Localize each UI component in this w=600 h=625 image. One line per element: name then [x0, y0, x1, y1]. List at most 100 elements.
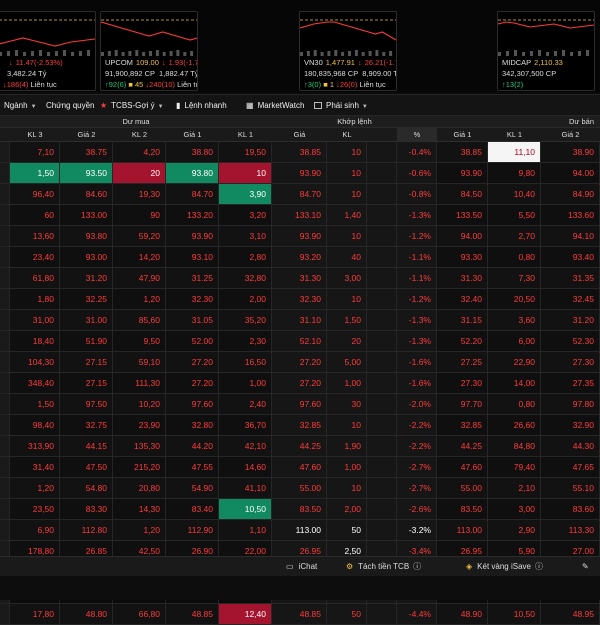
board-row[interactable]: 13,60 93.80 59,20 93.90 3,10 93.90 10 -1.2% 94.0…	[0, 226, 600, 247]
board-cell-11[interactable]: 20,50	[488, 289, 541, 309]
board-row[interactable]: 313,90 44.15 135,30 44.20 42,10 44.25 1,90 -2.2…	[0, 436, 600, 457]
board-cell-5[interactable]: 41,10	[219, 478, 272, 498]
board-cell-4[interactable]: 27.20	[166, 352, 219, 372]
board-cell-10[interactable]: 113.00	[437, 520, 488, 540]
board-cell-3[interactable]: 47,90	[113, 268, 166, 288]
col-header-8[interactable]	[367, 128, 397, 142]
board-cell-11[interactable]: 9,80	[488, 163, 541, 183]
board-cell-5[interactable]: 12,40	[219, 604, 272, 624]
board-row[interactable]: 6,90 112.80 1,20 112.90 1,10 113.00 50 -3.2% 113…	[0, 520, 600, 541]
board-cell-4[interactable]: 93.10	[166, 247, 219, 267]
board-cell-6[interactable]: 93.90	[272, 163, 327, 183]
board-cell-11[interactable]: 5,50	[488, 205, 541, 225]
board-cell-6[interactable]: 113.00	[272, 520, 327, 540]
board-cell-11[interactable]: 6,00	[488, 331, 541, 351]
board-cell-3[interactable]: 20,80	[113, 478, 166, 498]
board-cell-10[interactable]: 27.30	[437, 373, 488, 393]
board-cell-11[interactable]: 11,10	[488, 142, 541, 162]
board-cell-6[interactable]: 93.20	[272, 247, 327, 267]
board-cell-5[interactable]: 42,10	[219, 436, 272, 456]
board-cell-5[interactable]: 32,80	[219, 268, 272, 288]
tcbs-goi-y-dropdown[interactable]: ★ TCBS-Gợi ý ▼	[100, 95, 164, 117]
board-cell-2[interactable]: 97.50	[60, 394, 113, 414]
board-cell-3[interactable]: 66,80	[113, 604, 166, 624]
board-cell-2[interactable]: 38.75	[60, 142, 113, 162]
board-cell-12[interactable]: 94.00	[541, 163, 600, 183]
col-header-4[interactable]: Giá 1	[166, 128, 219, 142]
board-cell-11[interactable]: 2,10	[488, 478, 541, 498]
board-cell-6[interactable]: 84.70	[272, 184, 327, 204]
board-cell-11[interactable]: 22,90	[488, 352, 541, 372]
col-header-0[interactable]	[0, 128, 10, 142]
board-row[interactable]: 1,50 97.50 10,20 97.60 2,40 97.60 30 -2.0% 97.70…	[0, 394, 600, 415]
board-cell-11[interactable]: 84,80	[488, 436, 541, 456]
board-cell-12[interactable]: 133.60	[541, 205, 600, 225]
board-cell-11[interactable]: 2,70	[488, 226, 541, 246]
board-cell-4[interactable]: 31.05	[166, 310, 219, 330]
board-cell-4[interactable]: 38.80	[166, 142, 219, 162]
col-header-5[interactable]: KL 1	[219, 128, 272, 142]
ichat-button[interactable]: ▭ iChat	[286, 557, 317, 577]
board-row[interactable]: 104,30 27.15 59,10 27.20 16,50 27.20 5,00 -1.6%…	[0, 352, 600, 373]
board-cell-4[interactable]: 54.90	[166, 478, 219, 498]
board-cell-2[interactable]: 93.80	[60, 226, 113, 246]
board-cell-6[interactable]: 47.60	[272, 457, 327, 477]
board-cell-5[interactable]: 19,50	[219, 142, 272, 162]
board-cell-2[interactable]: 44.15	[60, 436, 113, 456]
board-cell-2[interactable]: 32.25	[60, 289, 113, 309]
board-cell-12[interactable]: 31.20	[541, 310, 600, 330]
board-cell-4[interactable]: 52.00	[166, 331, 219, 351]
board-cell-4[interactable]: 97.60	[166, 394, 219, 414]
board-cell-11[interactable]: 10,50	[488, 604, 541, 624]
board-cell-5[interactable]: 36,70	[219, 415, 272, 435]
board-cell-6[interactable]: 44.25	[272, 436, 327, 456]
board-cell-5[interactable]: 35,20	[219, 310, 272, 330]
board-cell-4[interactable]: 112.90	[166, 520, 219, 540]
board-cell-12[interactable]: 84.90	[541, 184, 600, 204]
board-cell-4[interactable]: 84.70	[166, 184, 219, 204]
board-row[interactable]: 96,40 84.60 19,30 84.70 3,90 84.70 10 -0.8% 84.5…	[0, 184, 600, 205]
board-cell-4[interactable]: 44.20	[166, 436, 219, 456]
board-cell-10[interactable]: 133.50	[437, 205, 488, 225]
board-cell-10[interactable]: 93.90	[437, 163, 488, 183]
board-cell-3[interactable]: 20	[113, 163, 166, 183]
board-row[interactable]: 98,40 32.75 23,90 32.80 36,70 32.85 10 -2.2% 32.…	[0, 415, 600, 436]
board-cell-2[interactable]: 32.75	[60, 415, 113, 435]
board-cell-11[interactable]: 3,60	[488, 310, 541, 330]
board-cell-5[interactable]: 2,40	[219, 394, 272, 414]
board-row[interactable]: 23,40 93.00 14,20 93.10 2,80 93.20 40 -1.1% 93.3…	[0, 247, 600, 268]
board-cell-3[interactable]: 59,20	[113, 226, 166, 246]
board-cell-6[interactable]: 31.10	[272, 310, 327, 330]
board-cell-12[interactable]: 27.30	[541, 352, 600, 372]
board-cell-10[interactable]: 94.00	[437, 226, 488, 246]
board-cell-5[interactable]: 1,00	[219, 373, 272, 393]
index-card-vnindex[interactable]: ↓ 11.47(-2.53%) 3,482.24 Tỷ ↓186(4) Liên t…	[0, 11, 96, 91]
board-cell-5[interactable]: 16,50	[219, 352, 272, 372]
board-cell-4[interactable]: 32.80	[166, 415, 219, 435]
board-cell-12[interactable]: 94.10	[541, 226, 600, 246]
marketwatch-button[interactable]: ▦ MarketWatch	[246, 95, 304, 117]
board-row[interactable]: 60 133.00 90 133.20 3,20 133.10 1,40 -1.3% 133.5…	[0, 205, 600, 226]
col-header-6[interactable]: Giá	[272, 128, 327, 142]
board-cell-10[interactable]: 27.25	[437, 352, 488, 372]
board-cell-3[interactable]: 215,20	[113, 457, 166, 477]
board-cell-5[interactable]: 10	[219, 163, 272, 183]
col-header-1[interactable]: KL 3	[10, 128, 60, 142]
board-cell-10[interactable]: 44.25	[437, 436, 488, 456]
edit-icon[interactable]: ✎	[582, 557, 589, 577]
board-cell-11[interactable]: 10,40	[488, 184, 541, 204]
col-header-11[interactable]: KL 1	[488, 128, 541, 142]
board-row[interactable]: 1,20 54.80 20,80 54.90 41,10 55.00 10 -2.7% 55.0…	[0, 478, 600, 499]
board-cell-6[interactable]: 32.30	[272, 289, 327, 309]
board-cell-5[interactable]: 3,90	[219, 184, 272, 204]
board-cell-11[interactable]: 79,40	[488, 457, 541, 477]
board-cell-12[interactable]: 97.80	[541, 394, 600, 414]
board-cell-3[interactable]: 19,30	[113, 184, 166, 204]
board-cell-4[interactable]: 48.85	[166, 604, 219, 624]
board-cell-6[interactable]: 27.20	[272, 352, 327, 372]
board-cell-10[interactable]: 55.00	[437, 478, 488, 498]
board-cell-11[interactable]: 14,00	[488, 373, 541, 393]
chung-quyen-tab[interactable]: Chứng quyền	[46, 95, 95, 117]
